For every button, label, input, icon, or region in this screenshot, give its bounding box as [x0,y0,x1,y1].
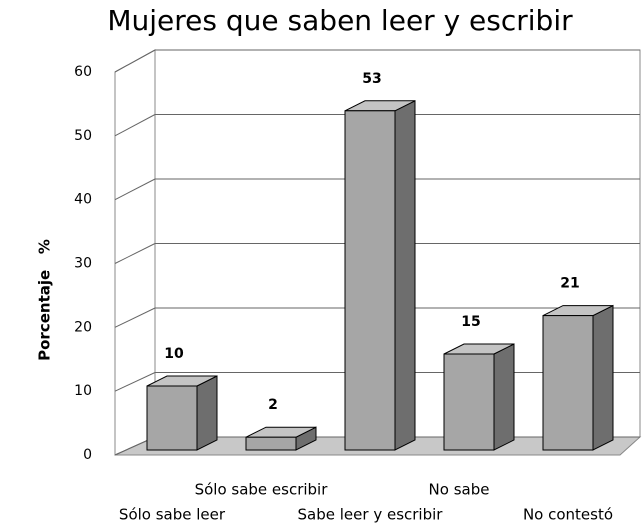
y-tick-label: 60 [74,64,92,80]
y-axis-label: Porcentaje % [36,239,54,361]
y-tick-label: 50 [74,128,92,144]
x-tick-label: Sólo sabe leer [119,506,226,524]
bar-side [196,375,218,451]
value-label: 53 [362,71,381,87]
x-tick-label: No sabe [429,481,490,499]
bar [443,353,495,451]
grid-line [114,178,156,201]
y-tick-label: 40 [74,192,92,208]
bar-side [592,304,614,451]
bar [542,315,594,451]
value-label: 2 [268,397,278,413]
bar-side [394,99,416,451]
bar [146,385,198,451]
grid-line [114,372,156,392]
y-tick-label: 30 [74,256,92,272]
grid-line [114,114,156,137]
bar [344,110,396,451]
y-tick-label: 0 [83,447,92,463]
x-tick-label: No contestó [523,506,613,524]
x-tick-label: Sólo sabe escribir [195,481,329,499]
value-label: 15 [461,314,480,330]
y-tick-label: 10 [74,383,92,399]
value-label: 10 [164,346,184,362]
bar [245,436,297,451]
grid-line [114,307,156,328]
grid-line [114,49,156,73]
bar-side [493,343,515,451]
value-label: 21 [560,276,579,292]
grid-line [114,243,156,264]
x-tick-label: Sabe leer y escribir [298,506,444,524]
y-tick-label: 20 [74,319,92,335]
chart-title: Mujeres que saben leer y escribir [107,4,573,37]
